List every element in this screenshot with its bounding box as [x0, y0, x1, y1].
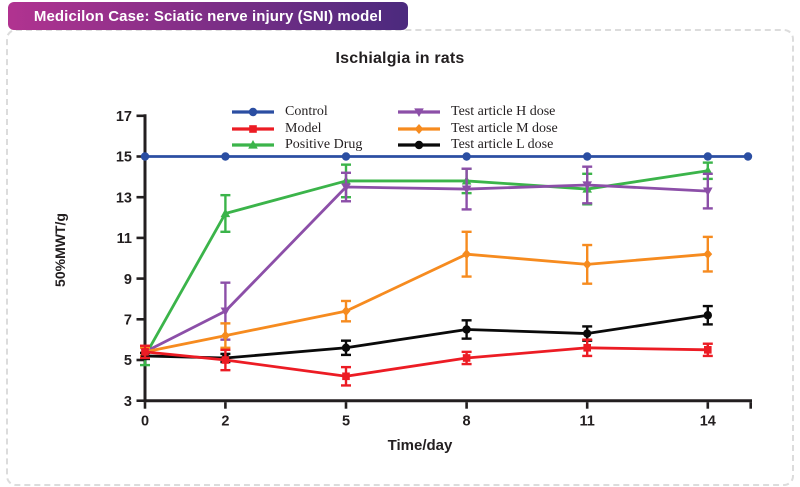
- y-axis-label: 50%MWT/g: [52, 213, 68, 287]
- content-frame: [6, 29, 794, 486]
- x-axis-label: Time/day: [387, 437, 453, 454]
- legend-label: Test article M dose: [451, 120, 558, 136]
- legend-label: Test article H dose: [451, 104, 556, 120]
- y-tick-label: 9: [124, 272, 132, 288]
- case-badge: Medicilon Case: Sciatic nerve injury (SN…: [8, 2, 408, 30]
- diamond-legend-marker-icon: [398, 123, 440, 134]
- series-control: [140, 152, 753, 161]
- y-tick-label: 3: [124, 394, 132, 410]
- circle-legend-marker-icon: [398, 141, 440, 150]
- chart-legend: Control Model Positive Drug Test article H …: [231, 104, 558, 154]
- legend-item-model: Model: [231, 121, 397, 138]
- legend-item-control: Control: [231, 104, 397, 121]
- x-tick-label: 0: [141, 414, 149, 430]
- square-legend-marker-icon: [232, 124, 274, 133]
- legend-label: Positive Drug: [285, 137, 363, 153]
- y-tick-label: 17: [116, 109, 132, 125]
- y-tick-label: 11: [117, 231, 132, 247]
- legend-item-test-article-l-dose: Test article L dose: [397, 137, 558, 154]
- legend-item-test-article-h-dose: Test article H dose: [397, 104, 558, 121]
- legend-item-positive-drug: Positive Drug: [231, 137, 397, 154]
- triangle-down-legend-marker-icon: [398, 108, 440, 118]
- y-tick-label: 13: [116, 190, 132, 206]
- case-badge-label: Medicilon Case: Sciatic nerve injury (SN…: [33, 7, 383, 25]
- y-tick-label: 7: [124, 313, 132, 329]
- series-model: [140, 338, 713, 387]
- chart-title: Ischialgia in rats: [335, 50, 465, 67]
- y-tick-label: 5: [124, 353, 132, 369]
- x-tick-label: 11: [580, 414, 595, 430]
- legend-label: Control: [285, 104, 328, 120]
- legend-label: Model: [285, 120, 322, 136]
- y-tick-label: 15: [116, 150, 132, 166]
- x-tick-label: 5: [342, 414, 350, 430]
- circle-legend-marker-icon: [232, 108, 274, 117]
- triangle-up-legend-marker-icon: [232, 140, 274, 149]
- x-tick-label: 2: [221, 414, 229, 430]
- x-tick-label: 14: [700, 414, 716, 430]
- legend-item-test-article-m-dose: Test article M dose: [397, 121, 558, 138]
- x-tick-label: 8: [463, 414, 471, 430]
- series-test-article-h-dose: [140, 165, 713, 358]
- legend-label: Test article L dose: [451, 137, 554, 153]
